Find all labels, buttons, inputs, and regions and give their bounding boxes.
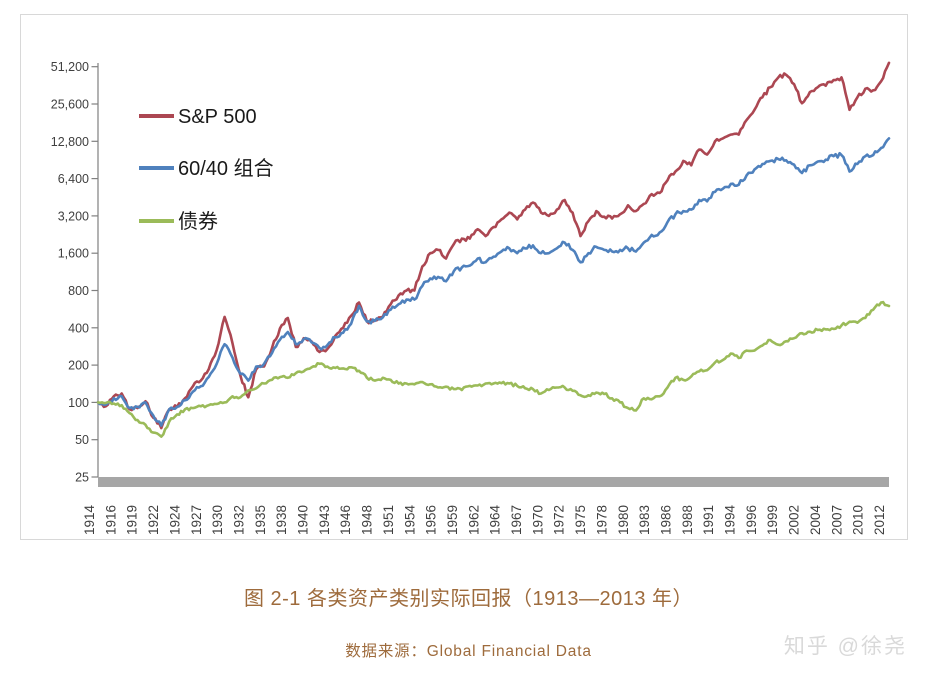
x-axis-tick-label: 1994: [723, 504, 738, 535]
y-axis-tick-label: 50: [75, 433, 89, 447]
x-axis-tick-label: 1988: [680, 505, 695, 535]
x-axis-tick-label: 2012: [872, 505, 887, 535]
y-axis-tick-label: 800: [68, 284, 89, 298]
x-axis-tick-label: 1959: [445, 505, 460, 535]
legend-label-sp500: S&P 500: [178, 106, 257, 128]
y-axis-tick-label: 6,400: [58, 172, 89, 186]
legend-label-bonds: 债券: [178, 210, 218, 233]
x-axis-tick-label: 2002: [787, 505, 802, 535]
returns-chart-figure: 51,200 25,600 12,800 6,400 3,200 1,600 800 400 2…: [20, 14, 908, 540]
figure-title: 图 2-1 各类资产类别实际回报（1913—2013 年）: [243, 588, 694, 610]
legend-label-sixty-forty: 60/40 组合: [178, 157, 274, 180]
x-axis-tick-label: 1991: [701, 505, 716, 535]
y-axis-tick-label: 3,200: [58, 209, 89, 223]
x-axis-tick-label: 1940: [296, 505, 311, 535]
sp500-line: [96, 61, 891, 430]
x-axis-tick-label: 1964: [488, 504, 503, 535]
x-axis-tick-label: 1924: [167, 504, 182, 535]
x-axis-tick-label: 1943: [317, 505, 332, 535]
x-axis-tick-label: 1983: [637, 505, 652, 535]
x-axis-tick-label: 1970: [530, 505, 545, 535]
x-axis-tick-label: 1978: [594, 505, 609, 535]
x-axis-tick-label: 1972: [552, 505, 567, 535]
x-axis-tick-label: 1986: [658, 505, 673, 535]
returns-chart: 51,200 25,600 12,800 6,400 3,200 1,600 800 400 2…: [51, 60, 891, 535]
x-axis-tick-label: 1996: [744, 505, 759, 535]
figure-source: 数据来源：Global Financial Data: [345, 643, 592, 660]
y-axis-tick-label: 100: [68, 396, 89, 410]
x-axis-tick-label: 1975: [573, 505, 588, 535]
x-axis-tick-label: 1946: [338, 505, 353, 535]
x-axis-tick-label: 1919: [125, 505, 140, 535]
bonds-line: [96, 300, 891, 438]
x-axis-tick-label: 1967: [509, 505, 524, 535]
x-axis-tick-label: 1980: [616, 505, 631, 535]
y-axis-tick-label: 400: [68, 321, 89, 335]
x-axis-tick-label: 1930: [210, 505, 225, 535]
x-axis-tick-label: 1962: [466, 505, 481, 535]
y-axis-tick-label: 25,600: [51, 98, 89, 112]
x-axis-tick-label: 1935: [253, 505, 268, 535]
x-axis-tick-label: 1922: [146, 505, 161, 535]
x-axis-tick-label: 1954: [402, 504, 417, 535]
y-axis-tick-label: 51,200: [51, 60, 89, 74]
x-axis-tick-label: 1999: [765, 505, 780, 535]
x-axis-tick-label: 2010: [851, 505, 866, 535]
x-axis-tick-label: 1927: [189, 505, 204, 535]
y-axis-tick-label: 25: [75, 471, 89, 485]
x-axis-tick-label: 2004: [808, 504, 823, 535]
x-axis-tick-label: 1932: [231, 505, 246, 535]
x-axis-tick-label: 1956: [424, 505, 439, 535]
sixty-forty-line: [96, 137, 891, 427]
watermark: 知乎 @徐尧: [783, 635, 907, 658]
x-axis-tick-label: 2007: [829, 505, 844, 535]
x-axis-tick-label: 1948: [360, 505, 375, 535]
x-axis-tick-label: 1914: [82, 504, 97, 535]
y-axis-tick-label: 12,800: [51, 135, 89, 149]
x-axis-tick-label: 1938: [274, 505, 289, 535]
x-axis-baseline-bar: [98, 477, 889, 487]
x-axis-tick-label: 1951: [381, 505, 396, 535]
y-axis-tick-label: 200: [68, 359, 89, 373]
y-axis-tick-label: 1,600: [58, 247, 89, 261]
x-axis-tick-label: 1916: [103, 505, 118, 535]
